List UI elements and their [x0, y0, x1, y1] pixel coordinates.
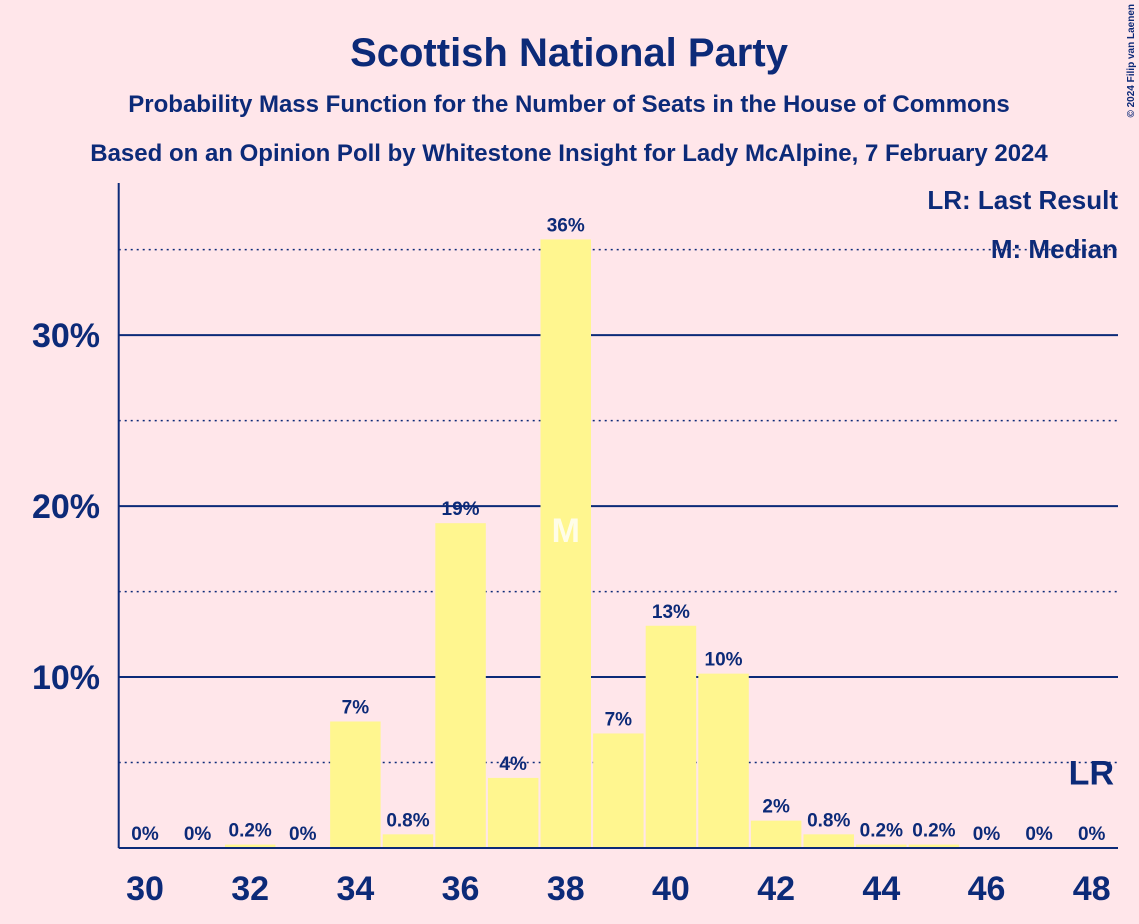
value-label: 0% [973, 824, 1001, 845]
value-label: 0.2% [912, 821, 955, 842]
x-tick-label: 46 [968, 870, 1006, 908]
value-label: 0% [1025, 824, 1053, 845]
value-label: 7% [342, 697, 370, 718]
chart-subtitle: Based on an Opinion Poll by Whitestone I… [90, 140, 1048, 167]
value-label: 19% [442, 499, 480, 520]
chart-title: Scottish National Party [350, 31, 789, 75]
legend-note: M: Median [991, 234, 1118, 264]
value-label: 4% [499, 754, 527, 775]
value-label: 0.2% [860, 821, 903, 842]
x-tick-label: 48 [1073, 870, 1111, 908]
x-tick-label: 44 [862, 870, 900, 908]
value-label: 0.8% [386, 810, 429, 831]
bar [750, 820, 802, 848]
y-tick-label: 30% [32, 317, 100, 355]
x-tick-label: 36 [442, 870, 480, 908]
bar [593, 733, 644, 848]
bar [698, 673, 749, 848]
x-tick-label: 38 [547, 870, 585, 908]
bar [645, 625, 697, 848]
value-label: 2% [762, 797, 790, 818]
chart-subtitle: Probability Mass Function for the Number… [128, 91, 1009, 118]
bar [224, 844, 276, 848]
value-label: 0% [131, 824, 159, 845]
x-tick-label: 30 [126, 870, 164, 908]
x-tick-label: 42 [757, 870, 795, 908]
value-label: 7% [605, 709, 633, 730]
x-tick-label: 32 [231, 870, 269, 908]
value-label: 0% [184, 824, 212, 845]
y-tick-label: 20% [32, 488, 100, 526]
bar [487, 777, 539, 848]
y-tick-label: 10% [32, 659, 100, 697]
bar [435, 523, 486, 848]
value-label: 10% [705, 650, 743, 671]
x-tick-label: 34 [336, 870, 374, 908]
bar [540, 239, 592, 848]
bar [803, 834, 854, 848]
value-label: 13% [652, 602, 690, 623]
legend-note: LR: Last Result [927, 185, 1118, 215]
bar [330, 721, 381, 848]
value-label: 0.8% [807, 810, 850, 831]
bar [382, 834, 434, 848]
median-marker: M [552, 512, 580, 550]
bar [856, 844, 907, 848]
value-label: 0.2% [229, 821, 272, 842]
value-label: 36% [547, 215, 585, 236]
value-label: 0% [1078, 824, 1106, 845]
x-tick-label: 40 [652, 870, 690, 908]
value-label: 0% [289, 824, 317, 845]
copyright: © 2024 Filip van Laenen [1126, 4, 1137, 118]
bar [908, 844, 960, 848]
last-result-marker: LR [1069, 755, 1114, 793]
